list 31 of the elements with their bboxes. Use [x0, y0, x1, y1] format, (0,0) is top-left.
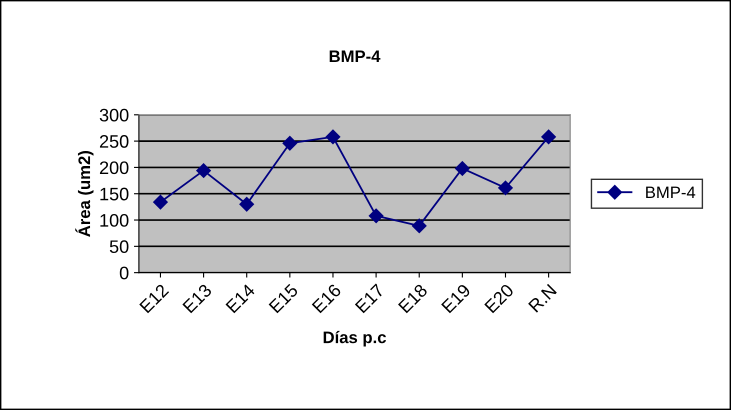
y-tick-label: 250	[100, 135, 128, 148]
y-axis-title: Área (um2)	[75, 151, 94, 237]
x-tick-label: E13	[182, 283, 212, 314]
point	[196, 163, 211, 178]
y-tick-label: 200	[100, 161, 128, 174]
x-tick-label: E12	[139, 283, 170, 314]
point	[368, 208, 384, 224]
y-tick-label: 150	[100, 188, 128, 200]
x-tick-label: E15	[268, 283, 299, 314]
point	[326, 130, 340, 144]
x-tick-label: E14	[226, 283, 256, 314]
point	[541, 130, 556, 144]
y-tick-label: 100	[100, 214, 128, 227]
y-tick-label: 0	[120, 266, 128, 280]
x-tick-label: E16	[312, 283, 342, 314]
x-tick-label: E17	[354, 283, 385, 314]
point	[239, 196, 254, 212]
chart-title: BMP-4	[330, 50, 380, 62]
y-tick-label: 50	[110, 240, 128, 254]
x-axis-title: Días p.c	[324, 330, 386, 347]
point	[454, 161, 470, 176]
point	[153, 194, 168, 210]
x-tick-label: E19	[441, 283, 472, 314]
x-tick-label: E18	[398, 283, 428, 314]
x-tick-label: E20	[484, 283, 514, 314]
y-tick-label: 300	[100, 108, 128, 122]
point	[412, 218, 427, 234]
legend-label: BMP-4	[646, 186, 696, 198]
point	[498, 180, 513, 196]
point	[282, 136, 298, 151]
x-tick-label: R.N	[528, 284, 557, 313]
